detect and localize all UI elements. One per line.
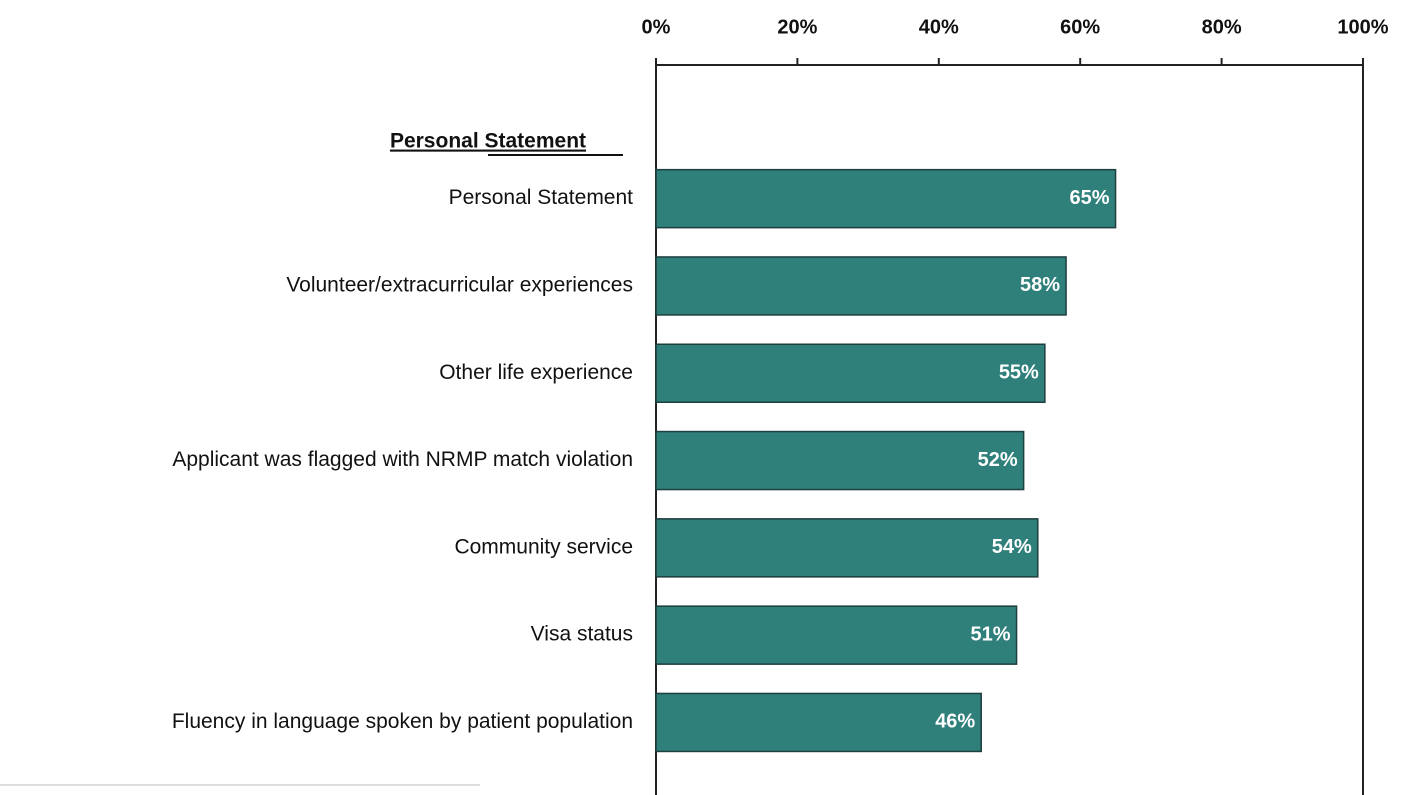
y-tick-label: Applicant was flagged with NRMP match vi…	[172, 448, 633, 471]
bar	[655, 343, 1046, 403]
y-tick-label: Community service	[454, 535, 633, 558]
value-label: 54%	[992, 536, 1032, 558]
y-tick-label: Other life experience	[439, 361, 633, 384]
y-tick-label: Volunteer/extracurricular experiences	[286, 273, 633, 296]
x-tick-label: 80%	[1202, 16, 1242, 38]
x-tick-label: 60%	[1060, 16, 1100, 38]
bar	[655, 692, 982, 753]
x-tick-label: 0%	[642, 16, 671, 38]
group-label: Personal Statement	[390, 130, 586, 153]
y-tick-label: Visa status	[531, 623, 633, 646]
bar	[655, 605, 1018, 665]
value-label: 55%	[999, 362, 1039, 384]
x-tick-label: 100%	[1337, 16, 1388, 38]
bar	[655, 430, 1025, 491]
value-label: 46%	[935, 711, 975, 733]
value-label: 51%	[971, 623, 1011, 645]
value-label: 58%	[1020, 274, 1060, 296]
y-tick-label: Fluency in language spoken by patient po…	[172, 710, 633, 733]
y-tick-label: Personal Statement	[449, 186, 634, 209]
x-tick-label: 40%	[919, 16, 959, 38]
x-tick-label: 20%	[777, 16, 817, 38]
value-label: 52%	[978, 449, 1018, 471]
bar	[655, 168, 1117, 229]
bar	[655, 256, 1067, 316]
bar	[655, 518, 1039, 578]
value-label: 65%	[1070, 187, 1110, 209]
